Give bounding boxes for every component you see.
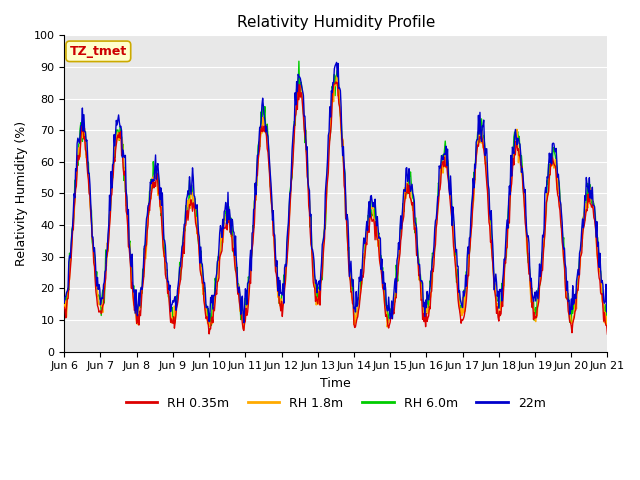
RH 6.0m: [435, 184, 443, 190]
RH 6.0m: [382, 304, 390, 310]
RH 0.35m: [381, 306, 388, 312]
22m: [382, 286, 390, 291]
RH 0.35m: [604, 331, 611, 337]
X-axis label: Time: Time: [321, 377, 351, 390]
RH 1.8m: [333, 73, 340, 79]
RH 1.8m: [382, 305, 390, 311]
22m: [240, 320, 248, 326]
22m: [328, 90, 336, 96]
Y-axis label: Relativity Humidity (%): Relativity Humidity (%): [15, 121, 28, 266]
22m: [180, 232, 188, 238]
Line: RH 0.35m: RH 0.35m: [64, 82, 607, 334]
Legend: RH 0.35m, RH 1.8m, RH 6.0m, 22m: RH 0.35m, RH 1.8m, RH 6.0m, 22m: [121, 392, 550, 415]
Title: Relativity Humidity Profile: Relativity Humidity Profile: [237, 15, 435, 30]
22m: [203, 305, 211, 311]
RH 0.35m: [203, 313, 211, 319]
RH 6.0m: [604, 313, 611, 319]
Text: TZ_tmet: TZ_tmet: [70, 45, 127, 58]
RH 6.0m: [556, 180, 563, 186]
RH 6.0m: [205, 324, 213, 330]
RH 1.8m: [435, 184, 443, 190]
RH 6.0m: [60, 309, 68, 315]
RH 0.35m: [435, 199, 442, 205]
RH 1.8m: [604, 312, 611, 318]
RH 1.8m: [203, 313, 211, 319]
22m: [435, 163, 443, 169]
RH 6.0m: [180, 233, 188, 239]
22m: [604, 299, 611, 305]
RH 6.0m: [295, 59, 303, 64]
RH 0.35m: [328, 120, 335, 126]
RH 1.8m: [556, 185, 563, 191]
RH 1.8m: [60, 302, 68, 308]
22m: [556, 182, 563, 188]
RH 1.8m: [240, 326, 248, 332]
Line: RH 1.8m: RH 1.8m: [64, 76, 607, 329]
RH 6.0m: [203, 305, 211, 311]
Line: RH 6.0m: RH 6.0m: [64, 61, 607, 327]
RH 0.35m: [555, 194, 563, 200]
22m: [60, 300, 68, 305]
RH 0.35m: [180, 240, 188, 245]
RH 1.8m: [180, 228, 188, 234]
22m: [333, 60, 340, 65]
RH 0.35m: [60, 304, 68, 310]
RH 1.8m: [328, 99, 336, 105]
RH 0.35m: [332, 79, 340, 85]
RH 6.0m: [329, 87, 337, 93]
Line: 22m: 22m: [64, 62, 607, 323]
